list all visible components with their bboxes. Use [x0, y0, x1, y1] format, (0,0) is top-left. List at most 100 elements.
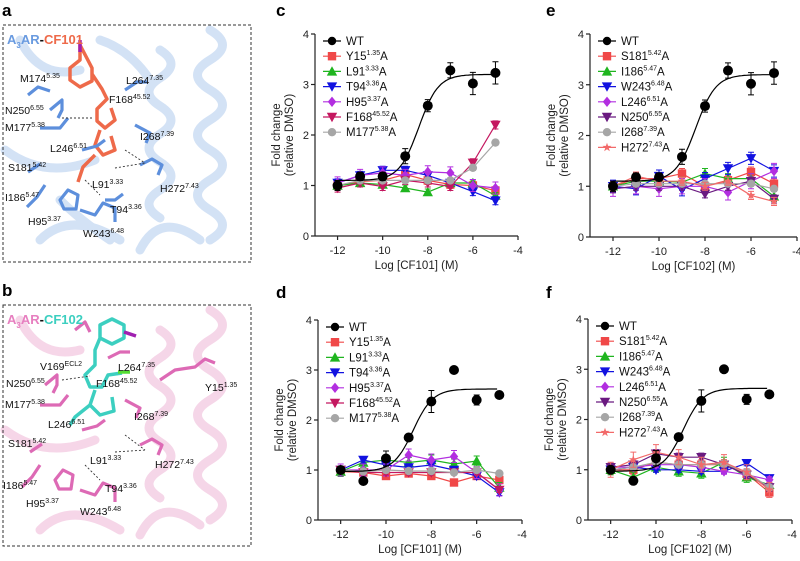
x-tick-label: -10: [648, 529, 664, 541]
legend-marker: [600, 337, 610, 346]
ligand-sticks: [68, 43, 117, 183]
y-axis-label: Fold change: [544, 388, 556, 451]
data-point: [423, 176, 432, 185]
chart-e: e 0 1 2 3 4 -12 -10 -8 -6 -4 Log [CF102] (M) Fold ch…: [546, 1, 800, 273]
residue-labels: M1745.35 L2647.35 F16845.52 N2506.55 M17…: [5, 73, 199, 240]
x-axis-label: Log [CF102] (M): [648, 544, 732, 556]
data-point: [471, 395, 482, 405]
data-point: [674, 452, 684, 461]
legend-marker: [602, 142, 612, 152]
legend-label: I2687.39A: [621, 126, 665, 139]
svg-text:I1865.47: I1865.47: [3, 480, 37, 492]
data-point: [445, 182, 456, 192]
data-point: [490, 196, 501, 206]
chart-f: f 0 1 2 3 4 -12 -10 -8 -6 -4 Log [CF102] (M) Fold ch…: [544, 283, 797, 556]
panel-title: A3AR-CF102: [7, 312, 83, 330]
helix-ribbons: [0, 305, 227, 540]
structure-panel-a: a A3AR-CF101 M1745.35 L2647.35 F16845.52…: [0, 1, 252, 263]
data-point: [471, 455, 482, 466]
series-wt: [332, 61, 501, 192]
hbond-lines: [62, 117, 146, 196]
data-point: [446, 167, 455, 179]
x-tick-label: -12: [603, 529, 619, 541]
data-point: [741, 394, 752, 405]
legend-label: H2727.43A: [619, 426, 668, 439]
series-wt: [605, 364, 775, 486]
data-point: [494, 390, 505, 400]
x-tick-label: -8: [423, 245, 433, 257]
svg-text:H2727.43: H2727.43: [160, 183, 199, 195]
data-point: [651, 453, 661, 464]
svg-text:L2647.35: L2647.35: [126, 75, 163, 87]
legend-label: T943.36A: [349, 367, 390, 380]
legend: WT S1815.42A I1865.47A W2436.48A L2466.51A N2…: [596, 321, 671, 439]
legend-marker: [327, 52, 337, 61]
legend-marker: [601, 82, 613, 92]
data-point: [423, 166, 432, 178]
chart-d: d 0 1 2 3 4 -12 -10 -8 -6 -4 Log [CF101] (M) Fold ch…: [274, 283, 527, 556]
svg-text:S1815.42: S1815.42: [8, 438, 46, 450]
y-tick-label: 2: [576, 415, 582, 427]
data-point: [495, 475, 504, 485]
svg-text:V169ECL2: V169ECL2: [40, 361, 82, 373]
legend-label: W2436.48A: [619, 366, 671, 379]
y-axis-label: Fold change: [271, 103, 283, 166]
x-tick-label: -10: [378, 529, 394, 541]
legend-marker: [602, 36, 612, 46]
data-point: [673, 432, 684, 443]
ligand-sticks: [68, 317, 126, 426]
svg-text:W2436.48: W2436.48: [80, 506, 121, 518]
legend-label: WT: [349, 322, 367, 334]
legend-marker: [326, 112, 338, 123]
data-point: [745, 154, 757, 164]
svg-text:H2727.43: H2727.43: [155, 459, 194, 471]
y-tick-label: 4: [578, 29, 584, 41]
data-point: [446, 176, 455, 185]
data-point: [491, 182, 500, 194]
legend-label: L913.33A: [349, 351, 390, 364]
residue-sticks: [20, 320, 216, 502]
legend: WT S1815.42A I1865.47A W2436.48A L2466.51A N2…: [598, 36, 673, 154]
fit-line: [340, 459, 500, 493]
x-tick-label: -6: [472, 529, 482, 541]
series-wt: [608, 61, 779, 192]
y-tick-label: 1: [306, 465, 312, 477]
data-point: [723, 176, 733, 185]
legend-marker: [600, 413, 610, 422]
svg-text:W2436.48: W2436.48: [83, 228, 124, 240]
y-axis-label: (relative DMSO): [284, 94, 296, 177]
x-tick-label: -12: [333, 529, 349, 541]
data-point: [332, 180, 343, 191]
data-point: [355, 171, 366, 182]
data-point: [449, 478, 459, 487]
legend-marker: [600, 381, 610, 392]
data-point: [404, 449, 413, 461]
y-tick-label: 4: [303, 29, 309, 41]
panel-border: [2, 304, 252, 547]
data-point: [404, 466, 413, 476]
legend-label: N2506.55A: [619, 396, 668, 409]
svg-text:N2506.55: N2506.55: [6, 378, 45, 390]
y-tick-label: 0: [578, 232, 584, 244]
data-point: [677, 151, 687, 162]
svg-text:L2647.35: L2647.35: [118, 362, 155, 374]
data-point: [494, 485, 505, 496]
x-axis-label: Log [CF102] (M): [652, 261, 736, 273]
panel-title: A3AR-CF101: [7, 32, 83, 50]
chart-c: c 0 1 2 3 4 -12 -10 -8 -6 -4 Log [CF101] (M) Fold ch…: [271, 1, 523, 272]
data-point: [403, 432, 414, 443]
data-point: [769, 179, 779, 188]
series-wt: [335, 365, 505, 486]
fit-line: [340, 388, 498, 472]
legend-label: F16845.52A: [349, 397, 401, 410]
legend-marker: [329, 368, 341, 378]
y-axis-label: (relative DMSO): [557, 378, 569, 461]
data-point: [427, 466, 436, 476]
data-point: [608, 181, 618, 192]
data-point: [696, 395, 707, 406]
legend-label: N2506.55A: [621, 111, 670, 124]
data-point: [628, 475, 639, 486]
legend-marker: [330, 338, 340, 347]
legend-label: Y151.35A: [349, 336, 391, 349]
data-point: [741, 459, 752, 469]
